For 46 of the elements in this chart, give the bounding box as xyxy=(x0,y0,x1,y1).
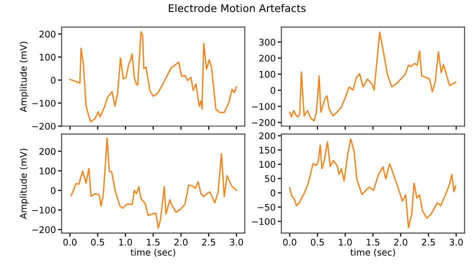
y-tick-label: −100 xyxy=(32,100,56,107)
y-tick-label: 200 xyxy=(39,30,56,38)
x-tick-label: 2.0 xyxy=(174,238,188,246)
y-axis-title: Amplitude (mV) xyxy=(20,42,28,112)
y-tick-label: −200 xyxy=(32,226,56,234)
x-tick-label: 0.0 xyxy=(283,238,296,246)
x-tick-label: 1.5 xyxy=(147,238,160,246)
x-tick-label: 2.0 xyxy=(394,238,408,246)
y-tick-label: −100 xyxy=(252,218,276,225)
y-tick-label: −200 xyxy=(252,119,276,126)
x-tick-label: 2.5 xyxy=(422,238,435,246)
chart-title: Electrode Motion Artefacts xyxy=(168,4,306,12)
x-axis-title: time (sec) xyxy=(130,248,176,257)
y-tick-label: −100 xyxy=(32,206,56,214)
y-tick-label: 0 xyxy=(270,190,276,196)
x-tick-label: 0.0 xyxy=(63,238,77,246)
y-tick-label: −100 xyxy=(252,103,276,110)
line-series xyxy=(289,138,456,228)
x-tick-label: 1.5 xyxy=(366,238,380,246)
y-tick-label: −200 xyxy=(32,122,56,130)
x-tick-label: 3.0 xyxy=(450,238,463,246)
line-series xyxy=(69,31,238,122)
line-series xyxy=(70,138,238,229)
y-tick-label: 0 xyxy=(50,76,56,84)
x-tick-label: 0.5 xyxy=(310,238,324,246)
y-tick-label: 100 xyxy=(260,70,276,78)
y-tick-label: 200 xyxy=(259,54,276,62)
x-tick-label: 0.5 xyxy=(91,238,104,246)
y-tick-label: −50 xyxy=(258,204,276,211)
y-tick-label: 100 xyxy=(40,54,56,61)
y-tick-label: 100 xyxy=(40,168,56,174)
x-tick-label: 1.0 xyxy=(119,238,132,246)
y-tick-label: 150 xyxy=(260,146,276,154)
y-tick-label: 200 xyxy=(259,132,276,140)
line-series xyxy=(289,31,456,122)
x-tick-label: 2.5 xyxy=(202,238,216,246)
y-tick-label: 300 xyxy=(259,38,276,46)
y-tick-label: 100 xyxy=(260,161,276,168)
x-tick-label: 1.0 xyxy=(339,238,352,246)
y-tick-label: 0 xyxy=(50,187,56,194)
y-axis-title: Amplitude (mV) xyxy=(20,148,28,220)
y-tick-label: 0 xyxy=(270,87,276,94)
x-tick-label: 3.0 xyxy=(230,238,244,246)
y-tick-label: 50 xyxy=(265,175,276,182)
x-axis-title: time (sec) xyxy=(350,248,395,257)
y-tick-label: 200 xyxy=(39,148,56,155)
